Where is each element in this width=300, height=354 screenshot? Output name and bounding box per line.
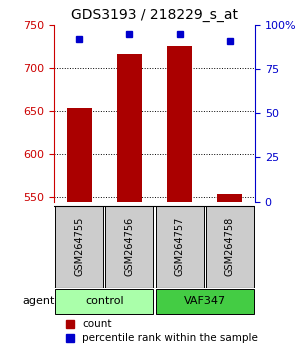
FancyBboxPatch shape: [155, 206, 204, 288]
Text: percentile rank within the sample: percentile rank within the sample: [82, 333, 258, 343]
Text: agent: agent: [22, 296, 55, 306]
FancyBboxPatch shape: [105, 206, 154, 288]
Bar: [217, 194, 242, 354]
Bar: [167, 46, 192, 354]
FancyBboxPatch shape: [206, 206, 254, 288]
Bar: [67, 108, 92, 354]
Title: GDS3193 / 218229_s_at: GDS3193 / 218229_s_at: [71, 8, 238, 22]
FancyBboxPatch shape: [55, 206, 103, 288]
Text: GSM264755: GSM264755: [74, 217, 84, 276]
Text: VAF347: VAF347: [184, 296, 226, 306]
Text: control: control: [85, 296, 124, 306]
Bar: [117, 54, 142, 354]
FancyBboxPatch shape: [55, 289, 154, 314]
FancyBboxPatch shape: [155, 289, 254, 314]
Text: GSM264758: GSM264758: [225, 217, 235, 276]
Text: GSM264756: GSM264756: [124, 217, 134, 276]
Text: GSM264757: GSM264757: [175, 217, 184, 276]
Text: count: count: [82, 319, 112, 329]
